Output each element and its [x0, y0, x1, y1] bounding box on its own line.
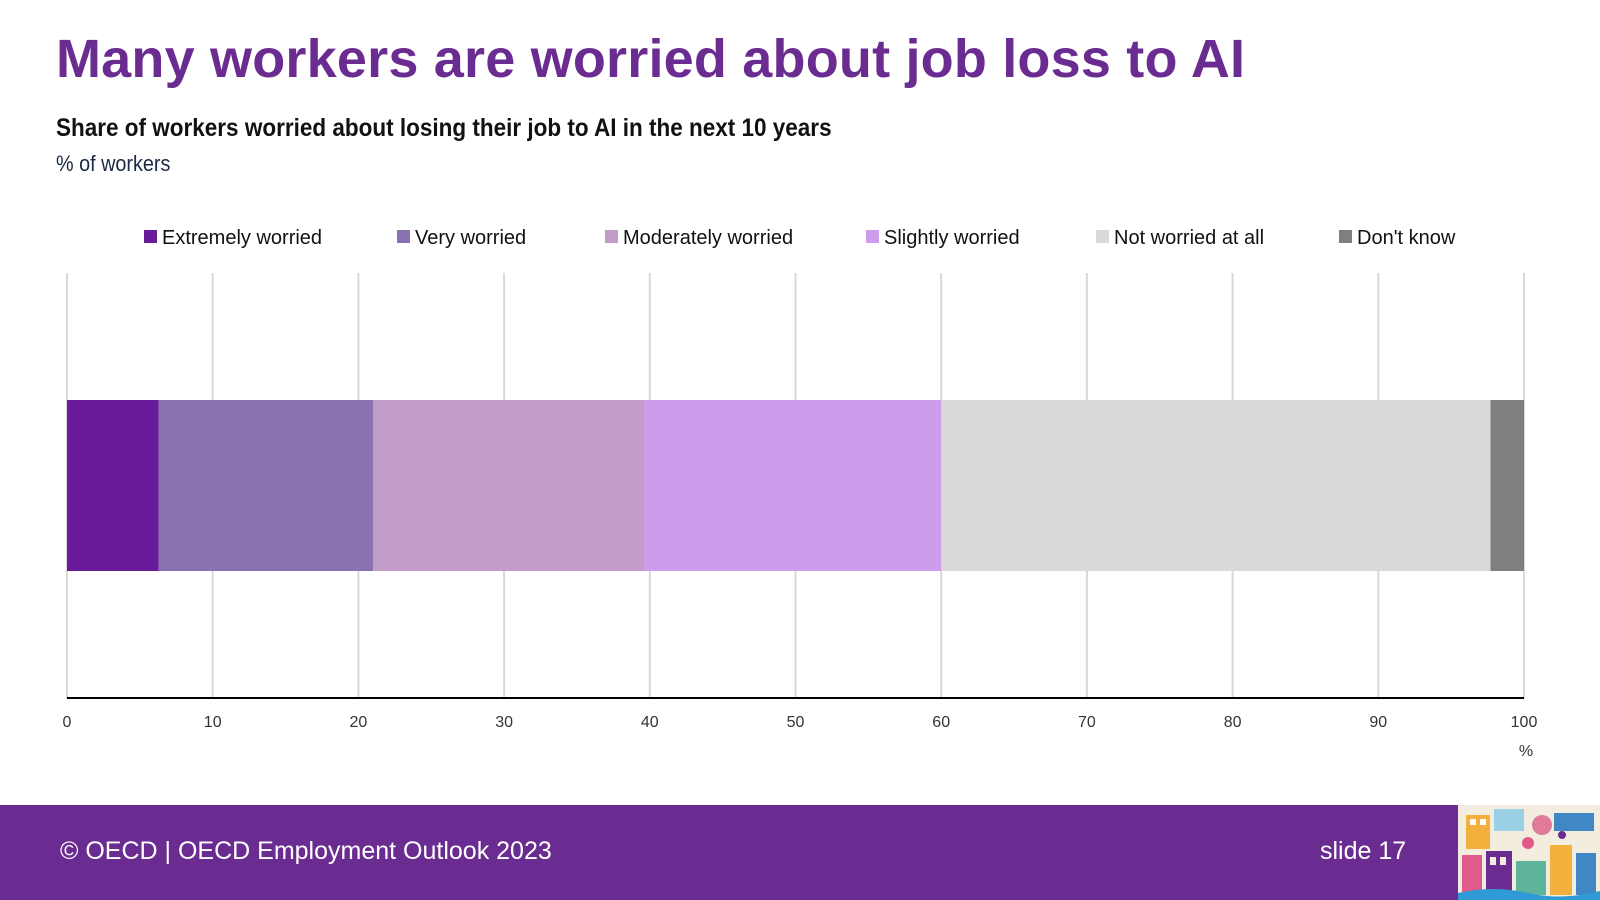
x-tick-label-100: 100	[1511, 714, 1538, 731]
x-tick-label-80: 80	[1224, 714, 1242, 731]
x-tick-label-70: 70	[1078, 714, 1096, 731]
legend-label-slightly-worried: Slightly worried	[884, 227, 1020, 249]
slide-title: Many workers are worried about job loss …	[56, 29, 1246, 89]
legend-swatch-moderately-worried	[605, 230, 618, 243]
legend-swatch-not-worried-at-all	[1096, 230, 1109, 243]
slide-number: slide 17	[1320, 837, 1407, 865]
legend-label-extremely-worried: Extremely worried	[162, 227, 322, 249]
x-tick-label-90: 90	[1369, 714, 1387, 731]
x-tick-label-60: 60	[932, 714, 950, 731]
legend-label-very-worried: Very worried	[415, 227, 526, 249]
footer-bar: © OECD | OECD Employment Outlook 2023 sl…	[0, 805, 1600, 900]
chart-title: Share of workers worried about losing th…	[56, 114, 832, 142]
x-tick-label-40: 40	[641, 714, 659, 731]
legend-label-moderately-worried: Moderately worried	[623, 227, 793, 249]
footer-copyright: © OECD | OECD Employment Outlook 2023	[60, 837, 552, 865]
bar-segment-not-worried-at-all	[941, 400, 1491, 571]
x-tick-label-0: 0	[63, 714, 72, 731]
chart-subtitle: % of workers	[56, 151, 171, 176]
legend-swatch-very-worried	[397, 230, 410, 243]
bar-segment-very-worried	[158, 400, 373, 571]
legend-swatch-extremely-worried	[144, 230, 157, 243]
legend-swatch-don-t-know	[1339, 230, 1352, 243]
x-axis-unit-label: %	[1519, 743, 1533, 760]
x-tick-label-30: 30	[495, 714, 513, 731]
x-tick-label-20: 20	[350, 714, 368, 731]
bar-segment-slightly-worried	[643, 400, 942, 571]
x-axis-ticks: 0 10 20 30 40 50 60 70 80 90 100	[63, 714, 1538, 731]
legend-swatch-slightly-worried	[866, 230, 879, 243]
legend-label-not-worried-at-all: Not worried at all	[1114, 227, 1264, 249]
legend-label-don-t-know: Don't know	[1357, 227, 1456, 249]
bar-segment-moderately-worried	[372, 400, 644, 571]
x-tick-label-10: 10	[204, 714, 222, 731]
bar-segments	[67, 400, 1524, 571]
x-tick-label-50: 50	[787, 714, 805, 731]
bar-segment-don-t-know	[1490, 400, 1524, 571]
legend: Extremely worried Very worried Moderately …	[144, 227, 1456, 249]
illustration-graphic	[1458, 805, 1600, 900]
bar-segment-extremely-worried	[67, 400, 159, 571]
stacked-bar-chart: 0 10 20 30 40 50 60 70 80 90 100 % Extremely worri…	[63, 227, 1538, 760]
